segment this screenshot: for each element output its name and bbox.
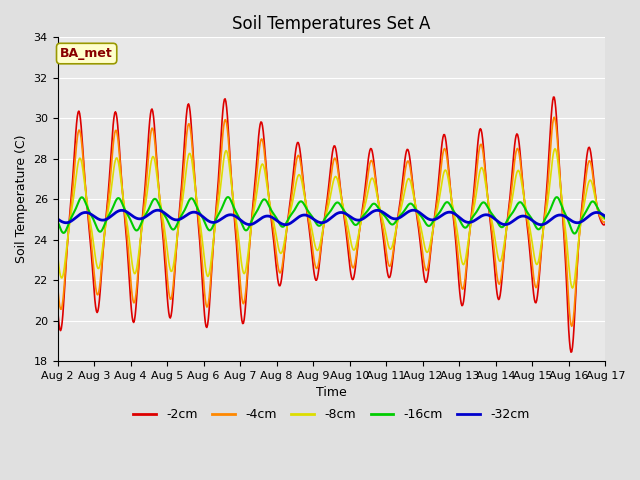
-32cm: [175, 216, 183, 222]
-4cm: [550, 114, 558, 120]
-32cm: [398, 214, 406, 219]
-2cm: [120, 204, 127, 210]
-8cm: [175, 217, 183, 223]
-2cm: [175, 209, 183, 215]
-8cm: [63, 238, 71, 243]
-32cm: [410, 207, 417, 213]
-8cm: [602, 216, 609, 222]
-4cm: [54, 281, 61, 287]
Line: -16cm: -16cm: [58, 197, 605, 234]
-8cm: [205, 273, 212, 279]
-2cm: [602, 221, 609, 227]
-16cm: [225, 194, 232, 200]
Title: Soil Temperatures Set A: Soil Temperatures Set A: [232, 15, 431, 33]
-2cm: [414, 220, 422, 226]
-32cm: [120, 208, 127, 214]
-8cm: [414, 212, 422, 217]
-2cm: [550, 94, 557, 100]
-8cm: [54, 252, 61, 257]
Legend: -2cm, -4cm, -8cm, -16cm, -32cm: -2cm, -4cm, -8cm, -16cm, -32cm: [129, 403, 534, 426]
-2cm: [567, 349, 575, 355]
-16cm: [205, 227, 212, 232]
-2cm: [398, 184, 406, 190]
-4cm: [602, 219, 609, 225]
-16cm: [175, 216, 183, 222]
-8cm: [551, 146, 559, 152]
-4cm: [568, 324, 575, 329]
-8cm: [569, 285, 577, 291]
Text: BA_met: BA_met: [60, 47, 113, 60]
-16cm: [54, 218, 61, 224]
-4cm: [398, 192, 406, 198]
-16cm: [63, 224, 71, 230]
-4cm: [414, 216, 422, 222]
Line: -2cm: -2cm: [58, 97, 605, 352]
Line: -8cm: -8cm: [58, 149, 605, 288]
Y-axis label: Soil Temperature (C): Soil Temperature (C): [15, 135, 28, 264]
-4cm: [63, 240, 71, 246]
-2cm: [205, 316, 212, 322]
-32cm: [54, 216, 61, 222]
-16cm: [602, 216, 609, 221]
Line: -32cm: -32cm: [58, 210, 605, 225]
-32cm: [415, 209, 422, 215]
-16cm: [399, 210, 406, 216]
-16cm: [571, 231, 579, 237]
-4cm: [205, 300, 212, 306]
-8cm: [398, 202, 406, 208]
X-axis label: Time: Time: [316, 386, 347, 399]
Line: -4cm: -4cm: [58, 117, 605, 326]
-32cm: [63, 220, 71, 226]
-2cm: [63, 240, 71, 246]
-32cm: [538, 222, 545, 228]
-16cm: [120, 204, 127, 210]
-4cm: [120, 202, 127, 207]
-2cm: [54, 304, 61, 310]
-32cm: [602, 214, 609, 219]
-32cm: [205, 218, 212, 224]
-8cm: [120, 200, 127, 205]
-4cm: [175, 214, 183, 219]
-16cm: [415, 210, 422, 216]
